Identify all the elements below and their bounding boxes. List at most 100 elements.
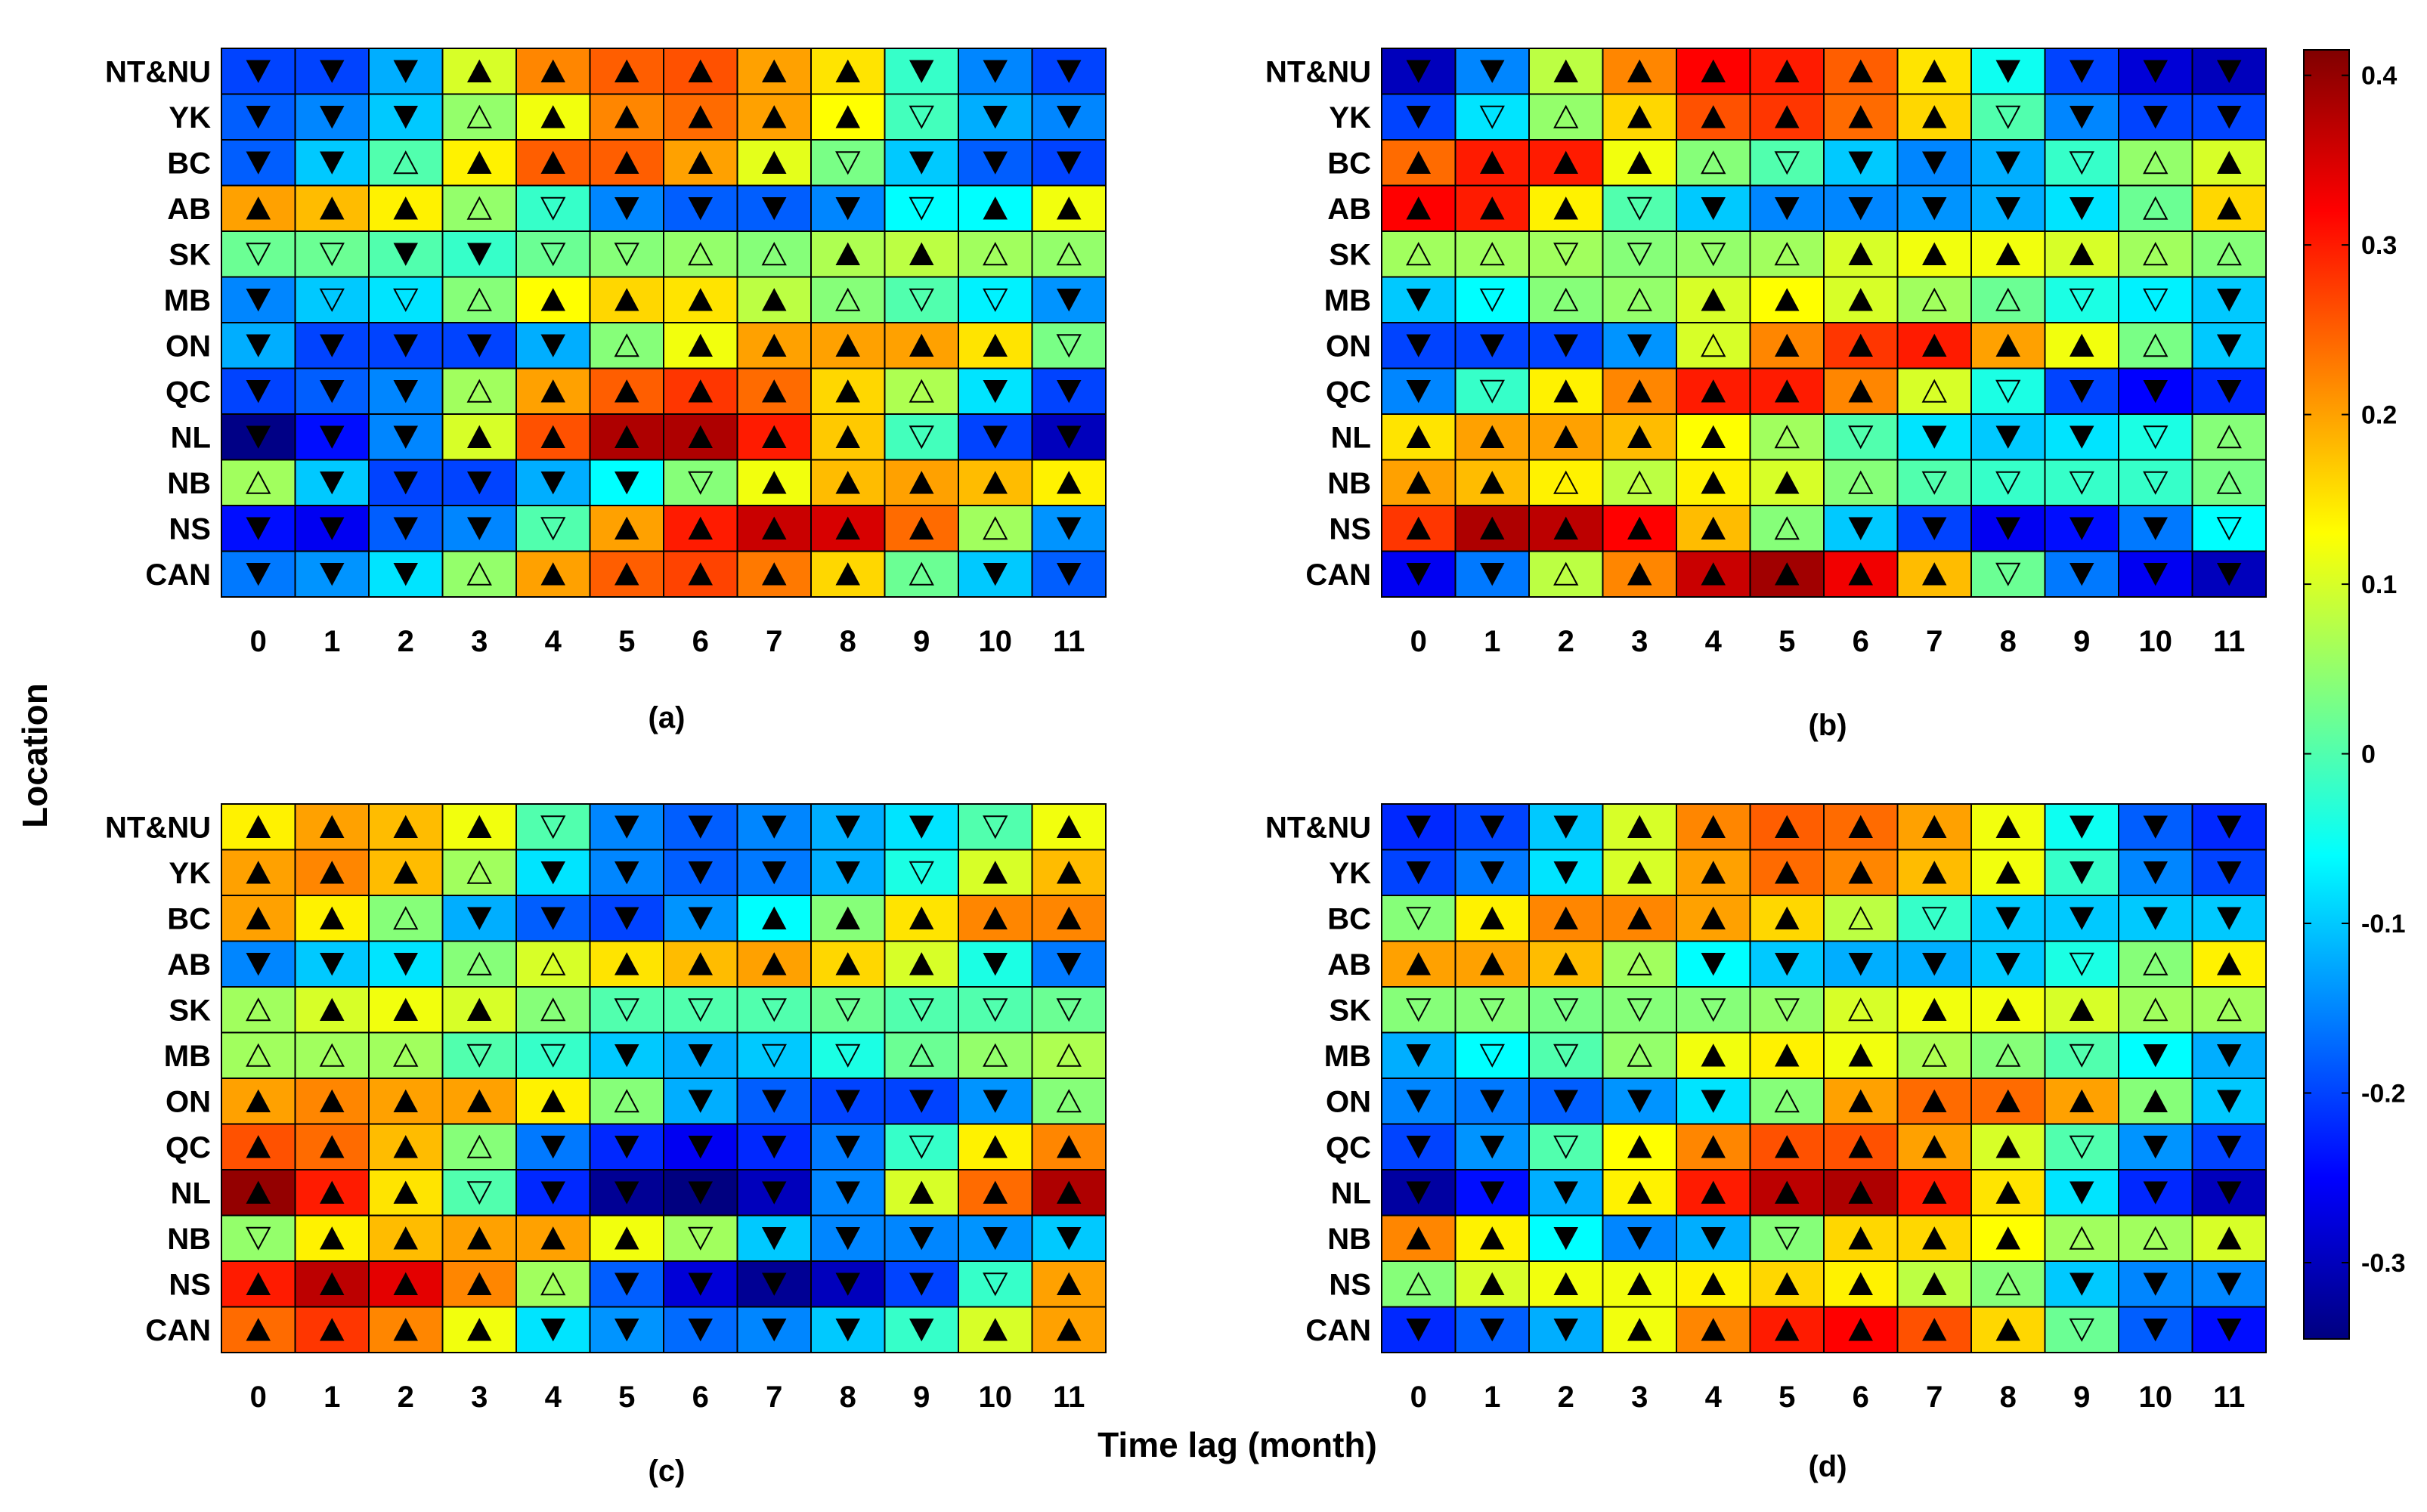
up-triangle-filled-marker	[1995, 333, 2021, 357]
heatmap-cell	[1676, 986, 1751, 1034]
heatmap-cell	[515, 1031, 591, 1079]
up-triangle-filled-marker	[1701, 1272, 1726, 1295]
heatmap-cell	[2044, 459, 2119, 506]
up-triangle-filled-marker	[540, 105, 566, 128]
heatmap-cell	[958, 1031, 1033, 1079]
down-triangle-open-marker	[540, 196, 566, 221]
up-triangle-open-marker	[466, 860, 492, 884]
up-triangle-open-marker	[246, 1043, 271, 1067]
down-triangle-filled-marker	[835, 197, 861, 221]
up-triangle-filled-marker	[688, 59, 714, 82]
heatmap-cell	[1381, 895, 1457, 942]
heatmap-cell	[1381, 1260, 1457, 1308]
up-triangle-filled-marker	[2216, 150, 2242, 174]
row-label: QC	[1326, 376, 1371, 409]
up-triangle-filled-marker	[540, 288, 566, 311]
down-triangle-filled-marker	[1406, 1090, 1432, 1113]
down-triangle-filled-marker	[761, 1136, 787, 1159]
up-triangle-filled-marker	[688, 562, 714, 586]
down-triangle-filled-marker	[246, 563, 271, 586]
down-triangle-open-marker	[1848, 425, 1874, 450]
down-triangle-filled-marker	[393, 517, 419, 540]
up-triangle-filled-marker	[688, 288, 714, 311]
up-triangle-open-marker	[1701, 333, 1726, 357]
column-label: 5	[618, 625, 635, 658]
up-triangle-filled-marker	[614, 516, 639, 540]
column-label: 7	[1926, 625, 1943, 658]
up-triangle-filled-marker	[983, 196, 1008, 220]
row-label: NL	[171, 1177, 211, 1210]
down-triangle-filled-marker	[983, 953, 1008, 976]
column-label: 8	[840, 1381, 856, 1414]
up-triangle-open-marker	[2143, 997, 2169, 1022]
down-triangle-open-marker	[540, 815, 566, 839]
up-triangle-filled-marker	[761, 952, 787, 976]
column-label: 1	[323, 1381, 340, 1414]
up-triangle-filled-marker	[1701, 1180, 1726, 1204]
up-triangle-filled-marker	[1848, 1226, 1874, 1250]
down-triangle-filled-marker	[2143, 1181, 2169, 1204]
up-triangle-filled-marker	[688, 952, 714, 976]
heatmap-cell	[663, 986, 738, 1034]
up-triangle-filled-marker	[1848, 1318, 1874, 1341]
heatmap-cell	[1528, 550, 1604, 598]
down-triangle-filled-marker	[761, 1227, 787, 1251]
column-label: 0	[250, 1381, 267, 1414]
down-triangle-filled-marker	[1056, 563, 1082, 586]
up-triangle-open-marker	[2216, 242, 2242, 266]
column-label: 9	[2073, 625, 2090, 658]
up-triangle-filled-marker	[1921, 1135, 1947, 1158]
heatmap-cell	[515, 505, 591, 552]
down-triangle-filled-marker	[319, 151, 345, 175]
down-triangle-filled-marker	[319, 334, 345, 357]
down-triangle-open-marker	[1479, 998, 1505, 1022]
heatmap-cell	[663, 459, 738, 506]
down-triangle-filled-marker	[2143, 563, 2169, 586]
heatmap-cell	[1454, 230, 1530, 278]
up-triangle-filled-marker	[835, 105, 861, 128]
down-triangle-open-marker	[2143, 288, 2169, 312]
down-triangle-filled-marker	[614, 815, 639, 839]
up-triangle-open-marker	[983, 1043, 1008, 1067]
colorbar-tick-label: 0.4	[2361, 62, 2397, 91]
column-label: 4	[545, 625, 562, 658]
heatmap-cell	[2118, 322, 2193, 369]
column-label: 0	[1410, 625, 1427, 658]
up-triangle-filled-marker	[1774, 815, 1800, 838]
up-triangle-filled-marker	[393, 196, 419, 220]
down-triangle-filled-marker	[1479, 1136, 1505, 1159]
down-triangle-filled-marker	[761, 1319, 787, 1342]
heatmap-cell	[1528, 276, 1604, 323]
heatmap-cell	[2118, 139, 2193, 187]
heatmap-cell	[2044, 1214, 2119, 1262]
up-triangle-filled-marker	[1774, 105, 1800, 128]
down-triangle-open-marker	[1995, 105, 2021, 129]
row-label: QC	[166, 1131, 211, 1164]
down-triangle-open-marker	[319, 243, 345, 267]
down-triangle-filled-marker	[393, 243, 419, 266]
up-triangle-filled-marker	[1774, 1272, 1800, 1295]
up-triangle-filled-marker	[761, 471, 787, 494]
heatmap-cell	[294, 276, 370, 323]
down-triangle-open-marker	[246, 243, 271, 267]
heatmap-cell	[1749, 459, 1825, 506]
heatmap-cell	[884, 986, 959, 1034]
heatmap-cell	[884, 184, 959, 232]
up-triangle-open-marker	[1553, 287, 1579, 311]
colorbar-tick-label: 0.3	[2361, 231, 2397, 260]
up-triangle-open-marker	[1056, 1043, 1082, 1067]
heatmap-cell	[221, 459, 296, 506]
down-triangle-filled-marker	[1627, 1090, 1652, 1113]
down-triangle-filled-marker	[540, 334, 566, 357]
up-triangle-filled-marker	[614, 288, 639, 311]
heatmap-cell	[663, 230, 738, 278]
heatmap-cell	[1454, 276, 1530, 323]
heatmap-cell	[810, 184, 886, 232]
column-label: 3	[1631, 625, 1648, 658]
down-triangle-filled-marker	[983, 106, 1008, 129]
down-triangle-filled-marker	[393, 380, 419, 404]
heatmap-cell	[2118, 940, 2193, 988]
up-triangle-filled-marker	[466, 425, 492, 448]
down-triangle-open-marker	[1921, 907, 1947, 931]
up-triangle-filled-marker	[761, 562, 787, 586]
